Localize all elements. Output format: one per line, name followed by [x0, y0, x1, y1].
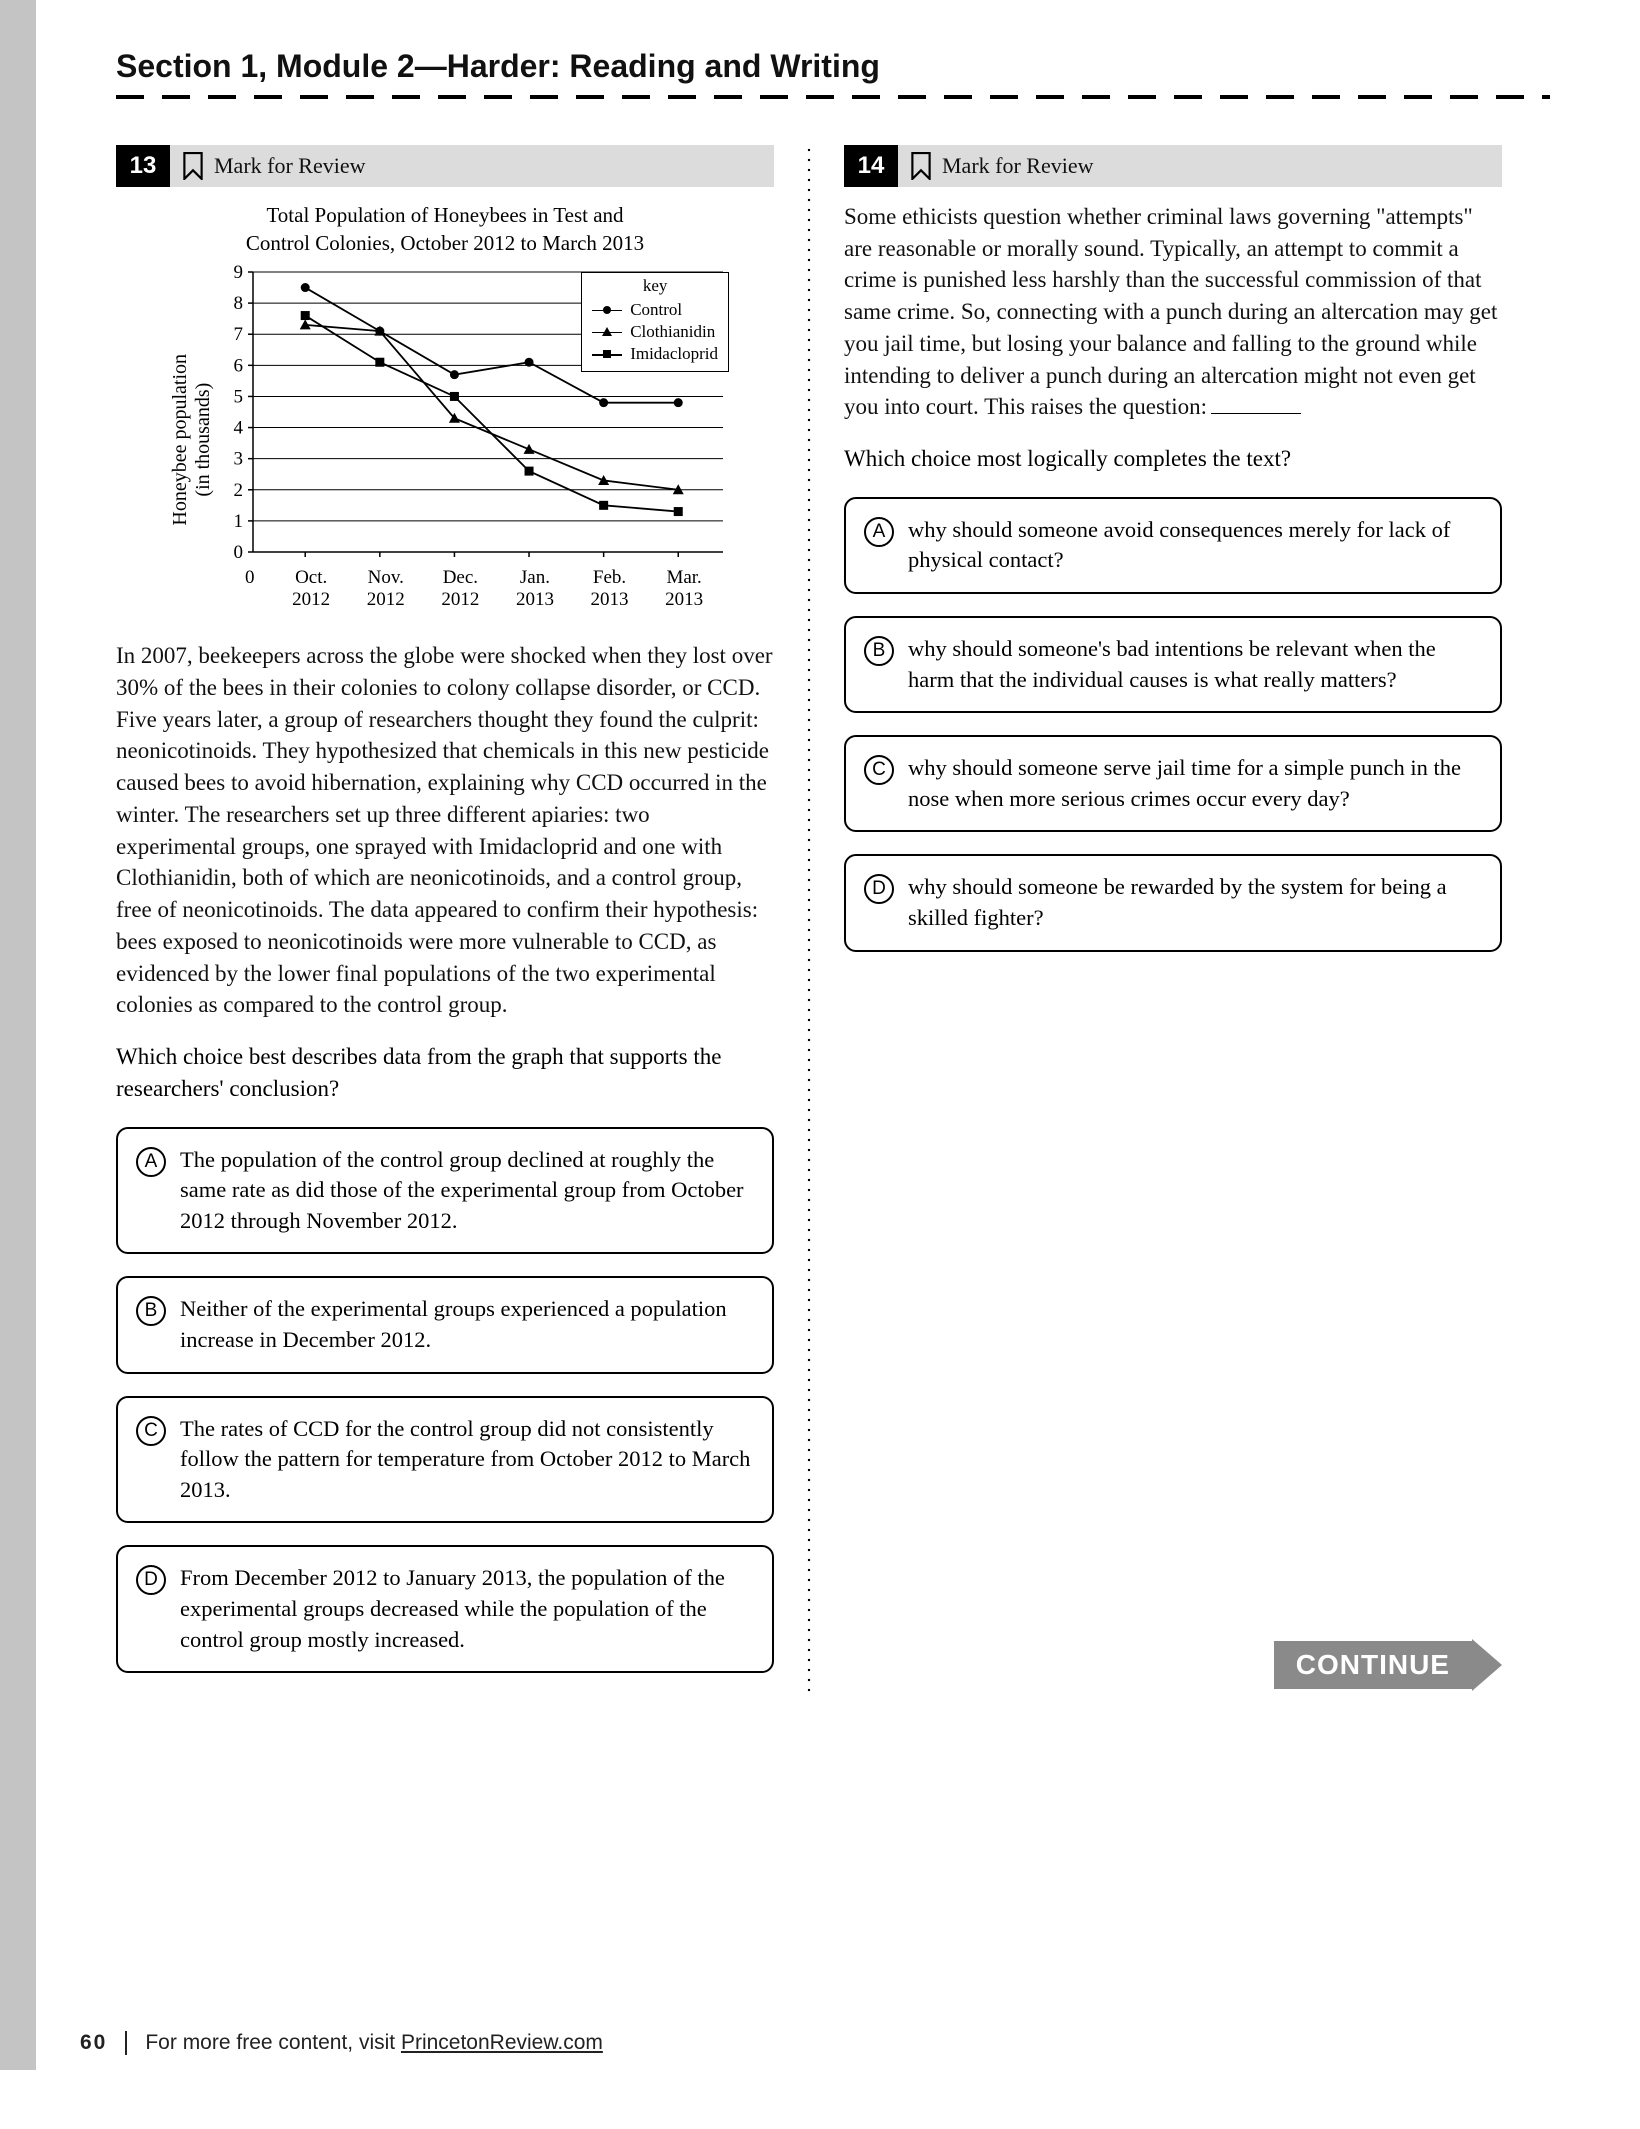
chart-y-axis-label: Honeybee population(in thousands) [165, 266, 219, 613]
choice-letter: A [864, 517, 894, 547]
choice-text: The population of the control group decl… [180, 1145, 752, 1237]
svg-text:6: 6 [234, 355, 244, 376]
question-13-header: 13 Mark for Review [116, 145, 774, 187]
choice-letter: C [136, 1416, 166, 1446]
q13-choice-a[interactable]: A The population of the control group dec… [116, 1127, 774, 1255]
q14-choice-b[interactable]: Bwhy should someone's bad intentions be … [844, 616, 1502, 713]
svg-text:5: 5 [234, 386, 244, 407]
choice-letter: C [864, 755, 894, 785]
question-13-passage: In 2007, beekeepers across the globe wer… [116, 640, 774, 1021]
choice-text: why should someone's bad intentions be r… [908, 634, 1480, 695]
choice-text: The rates of CCD for the control group d… [180, 1414, 752, 1506]
svg-text:4: 4 [234, 417, 244, 438]
continue-button[interactable]: CONTINUE [1274, 1639, 1502, 1691]
chart-x-axis-labels: 0Oct.2012Nov.2012Dec.2012Jan.2013Feb.201… [219, 567, 733, 613]
svg-text:2: 2 [234, 479, 244, 500]
left-column: 13 Mark for Review Total Population of H… [116, 145, 806, 1695]
question-number: 13 [116, 145, 170, 187]
question-number: 14 [844, 145, 898, 187]
svg-text:8: 8 [234, 293, 244, 314]
choice-text: why should someone be rewarded by the sy… [908, 872, 1480, 933]
q14-choice-c[interactable]: Cwhy should someone serve jail time for … [844, 735, 1502, 832]
q13-choice-d[interactable]: D From December 2012 to January 2013, the… [116, 1545, 774, 1673]
right-column: 14 Mark for Review Some ethicists questi… [812, 145, 1502, 1695]
q14-choice-d[interactable]: Dwhy should someone be rewarded by the s… [844, 854, 1502, 951]
choice-letter: B [136, 1296, 166, 1326]
continue-label: CONTINUE [1274, 1641, 1472, 1689]
footer-text: For more free content, visit PrincetonRe… [145, 2031, 603, 2055]
svg-text:9: 9 [234, 262, 244, 283]
question-14-passage: Some ethicists question whether criminal… [844, 201, 1502, 423]
choice-text: Neither of the experimental groups exper… [180, 1294, 752, 1355]
mark-label: Mark for Review [942, 153, 1094, 179]
choice-letter: D [136, 1565, 166, 1595]
mark-for-review-bar[interactable]: Mark for Review [898, 145, 1502, 187]
choice-letter: B [864, 636, 894, 666]
page-footer: 60 For more free content, visit Princeto… [80, 2031, 603, 2055]
section-divider [116, 95, 1550, 99]
chart-plot-area: 0123456789 key ControlClothianidinImidac… [219, 266, 733, 613]
q13-choice-b[interactable]: B Neither of the experimental groups expe… [116, 1276, 774, 1373]
q13-choice-c[interactable]: C The rates of CCD for the control group … [116, 1396, 774, 1524]
question-14-prompt: Which choice most logically completes th… [844, 443, 1502, 475]
svg-text:3: 3 [234, 448, 244, 469]
mark-for-review-bar[interactable]: Mark for Review [170, 145, 774, 187]
bookmark-icon[interactable] [182, 152, 204, 180]
choice-text: From December 2012 to January 2013, the … [180, 1563, 752, 1655]
legend-title: key [592, 275, 718, 297]
bookmark-icon[interactable] [910, 152, 932, 180]
mark-label: Mark for Review [214, 153, 366, 179]
question-14-header: 14 Mark for Review [844, 145, 1502, 187]
page-spine [0, 0, 36, 2070]
svg-text:0: 0 [234, 542, 244, 563]
svg-text:1: 1 [234, 511, 244, 532]
question-13-prompt: Which choice best describes data from th… [116, 1041, 774, 1104]
continue-arrow-icon [1472, 1639, 1502, 1691]
choice-letter: D [864, 874, 894, 904]
choice-letter: A [136, 1147, 166, 1177]
q14-choice-a[interactable]: Awhy should someone avoid consequences m… [844, 497, 1502, 594]
honeybee-chart: Total Population of Honeybees in Test an… [165, 201, 725, 612]
page-number: 60 [80, 2031, 127, 2055]
blank-line [1211, 413, 1301, 414]
svg-text:7: 7 [234, 324, 244, 345]
choice-text: why should someone serve jail time for a… [908, 753, 1480, 814]
page-content: Section 1, Module 2—Harder: Reading and … [36, 0, 1640, 1695]
section-title: Section 1, Module 2—Harder: Reading and … [116, 48, 1550, 95]
chart-legend: key ControlClothianidinImidacloprid [581, 272, 729, 372]
footer-link[interactable]: PrincetonReview.com [401, 2031, 603, 2054]
choice-text: why should someone avoid consequences me… [908, 515, 1480, 576]
two-column-layout: 13 Mark for Review Total Population of H… [116, 145, 1550, 1695]
chart-title: Total Population of Honeybees in Test an… [165, 201, 725, 258]
